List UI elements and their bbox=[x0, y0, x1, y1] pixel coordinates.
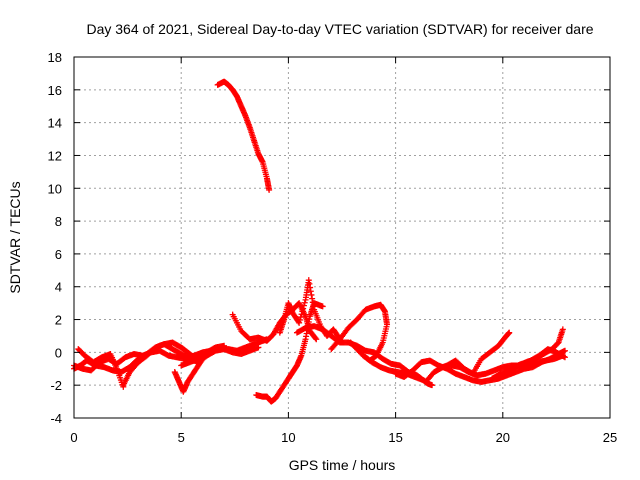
data-point-marker bbox=[306, 280, 313, 287]
y-tick-label: 2 bbox=[55, 313, 62, 328]
data-point-marker bbox=[309, 299, 316, 306]
y-tick-label: 16 bbox=[48, 83, 62, 98]
data-point-marker bbox=[300, 302, 307, 309]
data-point-marker bbox=[312, 335, 319, 342]
data-point-marker bbox=[309, 295, 316, 302]
series-trace-09 bbox=[253, 300, 326, 405]
data-point-marker bbox=[348, 340, 355, 347]
x-tick-label: 5 bbox=[178, 430, 185, 445]
grid bbox=[74, 57, 610, 418]
y-tick-label: 0 bbox=[55, 345, 62, 360]
data-point-marker bbox=[319, 303, 326, 310]
y-tick-label: 18 bbox=[48, 50, 62, 65]
series-trace-05 bbox=[171, 342, 228, 395]
series-trace-10 bbox=[276, 277, 343, 343]
data-point-marker bbox=[300, 305, 307, 312]
data-point-marker bbox=[307, 288, 314, 295]
series-trace-03 bbox=[75, 346, 127, 390]
y-tick-label: -4 bbox=[50, 411, 62, 426]
data-point-marker bbox=[307, 284, 314, 291]
y-tick-label: 10 bbox=[48, 181, 62, 196]
series-trace-07 bbox=[214, 78, 273, 193]
data-point-marker bbox=[255, 344, 262, 351]
series-trace-18 bbox=[510, 346, 568, 371]
x-tick-label: 20 bbox=[496, 430, 510, 445]
data-point-marker bbox=[561, 354, 568, 361]
data-point-marker bbox=[305, 277, 312, 284]
data-point-marker bbox=[429, 382, 436, 389]
data-point-marker bbox=[301, 299, 308, 306]
x-axis-label: GPS time / hours bbox=[289, 457, 396, 473]
data-point-marker bbox=[296, 319, 303, 326]
data-point-marker bbox=[347, 339, 354, 346]
x-tick-label: 25 bbox=[603, 430, 617, 445]
y-axis-label: SDTVAR / TECUs bbox=[7, 181, 23, 293]
chart-title: Day 364 of 2021, Sidereal Day-to-day VTE… bbox=[86, 21, 593, 37]
data-point-marker bbox=[298, 311, 305, 318]
data-point-marker bbox=[559, 326, 566, 333]
plot-frame bbox=[73, 56, 611, 419]
data-point-marker bbox=[296, 316, 303, 323]
axis-ticks: 0 5 10 15 20 25 -4 -2 0 2 4 6 8 10 12 14 16 18 bbox=[48, 50, 618, 445]
data-point-marker bbox=[308, 291, 315, 298]
x-tick-label: 10 bbox=[281, 430, 295, 445]
y-tick-label: 6 bbox=[55, 247, 62, 262]
series-trace-16 bbox=[435, 329, 513, 377]
data-point-marker bbox=[266, 186, 273, 193]
data-point-marker bbox=[297, 314, 304, 321]
y-tick-label: -2 bbox=[50, 378, 62, 393]
y-tick-label: 14 bbox=[48, 116, 62, 131]
data-point-marker bbox=[299, 308, 306, 315]
series-trace-06 bbox=[178, 344, 262, 369]
y-tick-label: 12 bbox=[48, 148, 62, 163]
x-tick-label: 15 bbox=[388, 430, 402, 445]
data-point-marker bbox=[313, 336, 320, 343]
x-tick-label: 0 bbox=[70, 430, 77, 445]
y-tick-label: 4 bbox=[55, 280, 62, 295]
data-series bbox=[71, 78, 568, 405]
data-point-marker bbox=[506, 329, 513, 336]
series-trace-12 bbox=[328, 301, 391, 364]
y-tick-label: 8 bbox=[55, 214, 62, 229]
data-point-marker bbox=[561, 347, 568, 354]
data-point-marker bbox=[310, 303, 317, 310]
